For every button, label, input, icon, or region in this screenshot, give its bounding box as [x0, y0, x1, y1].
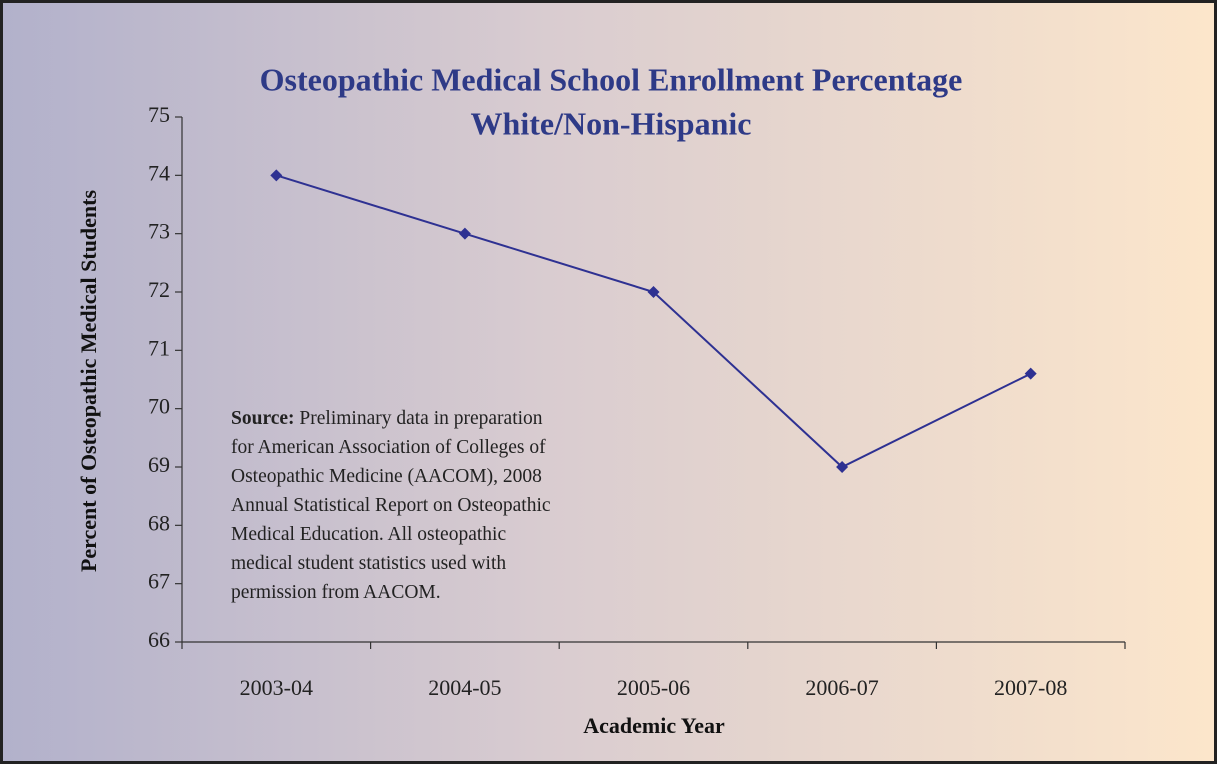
y-tick-label: 68	[148, 510, 170, 535]
source-line: Osteopathic Medicine (AACOM), 2008	[231, 462, 551, 491]
y-tick-label: 74	[148, 160, 170, 185]
source-line: Annual Statistical Report on Osteopathic	[231, 491, 551, 520]
x-tick-label: 2004-05	[428, 675, 501, 700]
y-axis-title: Percent of Osteopathic Medical Students	[76, 190, 101, 573]
y-tick-label: 69	[148, 452, 170, 477]
y-tick-label: 72	[148, 277, 170, 302]
source-note: Source: Preliminary data in preparation f…	[231, 404, 551, 607]
chart-title: White/Non-Hispanic	[471, 105, 752, 141]
y-tick-label: 70	[148, 394, 170, 419]
source-line: for American Association of Colleges of	[231, 433, 551, 462]
y-tick-label: 66	[148, 627, 170, 652]
source-text: Osteopathic Medicine (AACOM), 2008	[231, 466, 542, 487]
source-text: Preliminary data in preparation	[299, 408, 543, 429]
source-text: medical student statistics used with	[231, 553, 507, 574]
x-tick-label: 2005-06	[617, 675, 690, 700]
source-label: Source:	[231, 408, 295, 429]
data-point	[647, 286, 660, 298]
chart-title: Osteopathic Medical School Enrollment Pe…	[260, 61, 963, 97]
x-axis-title: Academic Year	[583, 713, 725, 738]
source-text: for American Association of Colleges of	[231, 437, 546, 458]
source-text: permission from AACOM.	[231, 582, 441, 603]
x-tick-label: 2007-08	[994, 675, 1067, 700]
source-line: Source: Preliminary data in preparation	[231, 404, 551, 433]
chart: Osteopathic Medical School Enrollment Pe…	[76, 61, 1126, 738]
source-text: Medical Education. All osteopathic	[231, 524, 507, 545]
x-tick-label: 2003-04	[240, 675, 313, 700]
source-line: Medical Education. All osteopathic	[231, 520, 551, 549]
y-tick-label: 71	[148, 335, 170, 360]
data-point	[270, 169, 283, 182]
x-tick-label: 2006-07	[805, 675, 878, 700]
source-line: medical student statistics used with	[231, 549, 551, 578]
data-point	[458, 227, 471, 240]
y-tick-label: 73	[148, 219, 170, 244]
source-line: permission from AACOM.	[231, 578, 551, 607]
source-text: Annual Statistical Report on Osteopathic	[231, 495, 551, 516]
y-tick-label: 67	[148, 569, 170, 594]
y-tick-label: 75	[148, 102, 170, 127]
data-point	[1024, 367, 1037, 380]
data-point	[836, 461, 849, 473]
